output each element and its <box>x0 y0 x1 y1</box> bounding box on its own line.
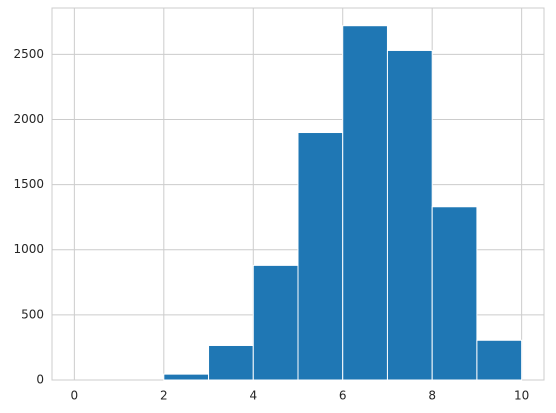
bar <box>476 339 523 381</box>
x-tick-label: 4 <box>249 389 257 403</box>
bar <box>386 49 433 381</box>
x-tick-label: 6 <box>339 389 347 403</box>
x-tick-label: 2 <box>160 389 168 403</box>
y-tick-label: 1500 <box>13 177 44 191</box>
x-tick-label: 8 <box>428 389 436 403</box>
bar <box>252 264 299 381</box>
y-tick-label: 1000 <box>13 242 44 256</box>
y-tick-label: 500 <box>21 307 44 321</box>
bar <box>208 344 254 381</box>
bar <box>297 132 344 381</box>
bar <box>163 373 210 381</box>
bar <box>431 206 478 381</box>
y-tick-label: 0 <box>36 373 44 387</box>
y-tick-label: 2000 <box>13 112 44 126</box>
y-tick-label: 2500 <box>13 47 44 61</box>
x-tick-label: 0 <box>71 389 79 403</box>
bar <box>342 25 388 381</box>
x-tick-label: 10 <box>514 389 529 403</box>
